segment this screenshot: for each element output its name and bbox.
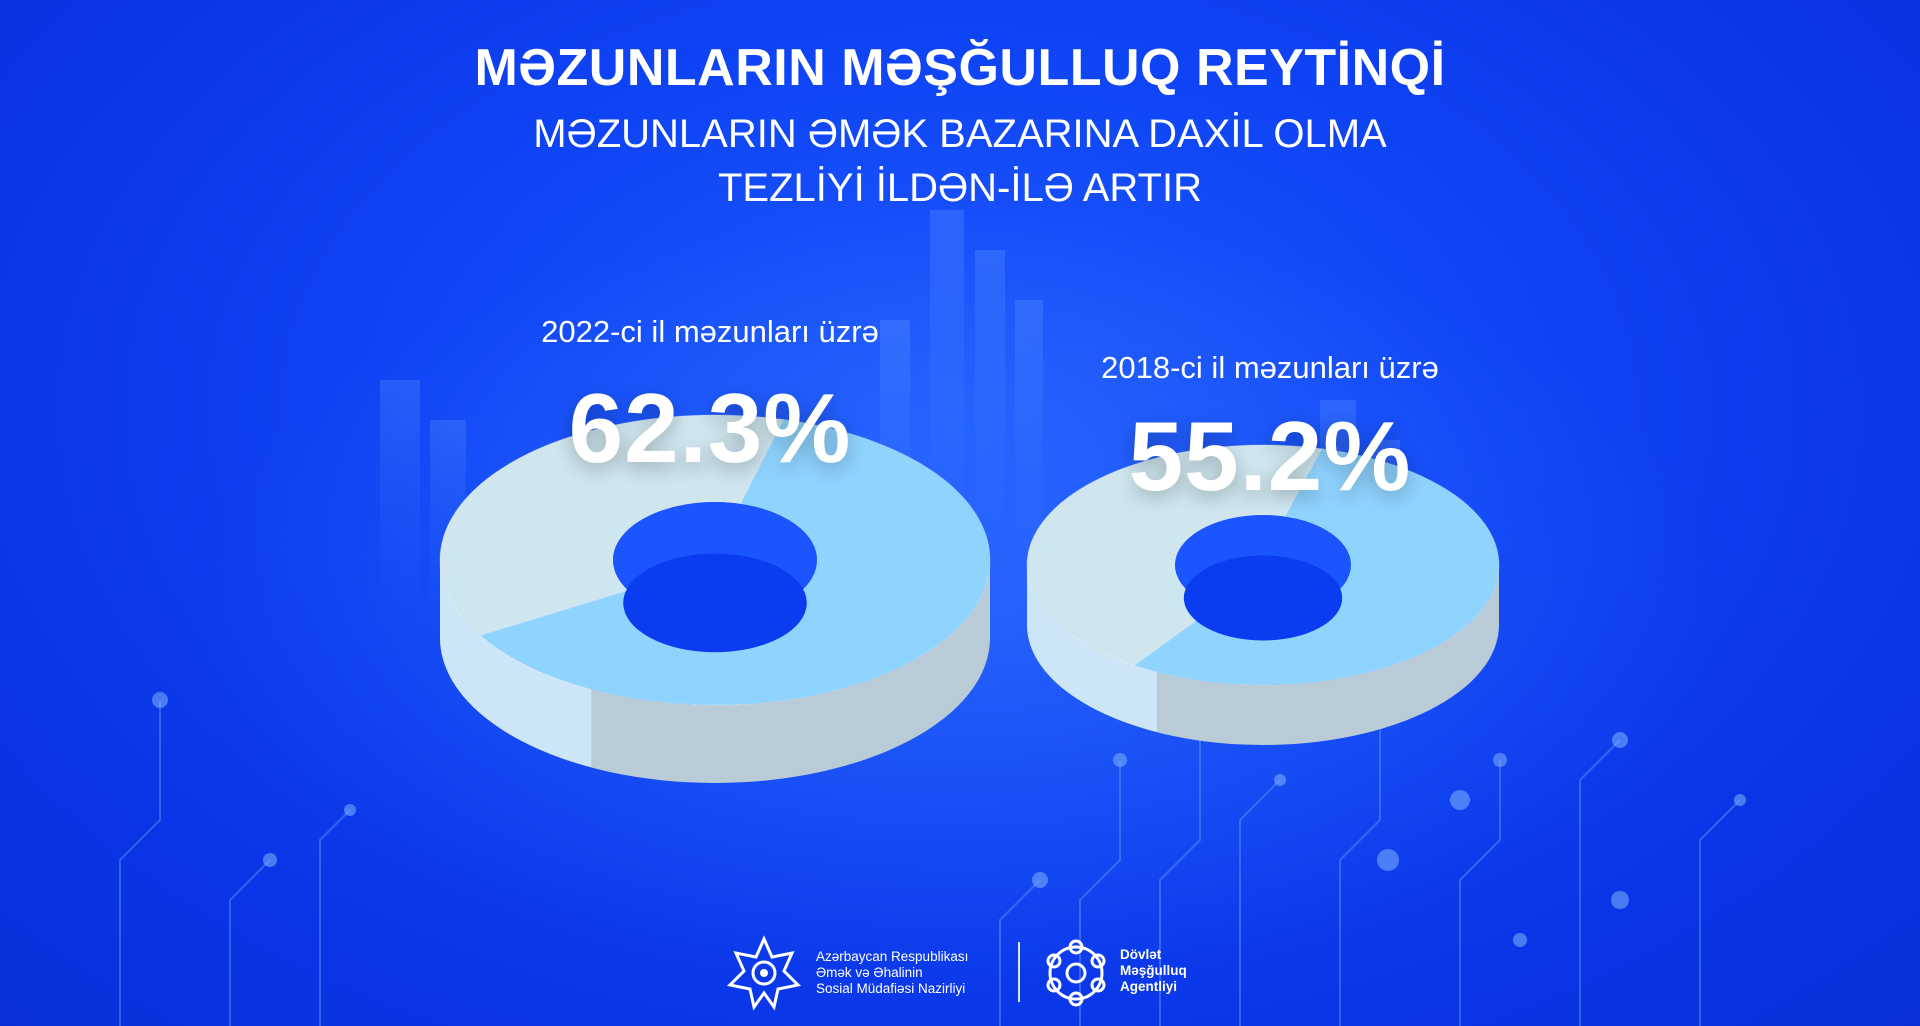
chart-2018-label: 2018-ci il məzunları üzrə: [1101, 350, 1439, 385]
ministry-emblem-icon: [726, 935, 802, 1011]
agency-name-line-1: Dövlət: [1120, 947, 1162, 962]
ministry-name-line-3: Sosial Müdafiəsi Nazirliyi: [816, 981, 966, 996]
donut-side-highlight-2022: [440, 560, 592, 768]
donut-2022-slice-employed: [479, 419, 991, 706]
subtitle-line-1: MƏZUNLARIN ƏMƏK BAZARINA DAXİL OLMA: [533, 112, 1387, 156]
page-title: MƏZUNLARIN MƏŞĞULLUQ REYTİNQİ: [474, 39, 1446, 97]
donut-hole-depth-2022: [623, 553, 807, 653]
chart-2022-value: 62.3%: [568, 373, 852, 483]
subtitle-line-2: TEZLİYİ İLDƏN-İLƏ ARTIR: [717, 166, 1202, 210]
donut-hole-depth-2018: [1183, 555, 1343, 641]
ministry-logo: Azərbaycan Respublikası Əmək və Əhalinin…: [726, 935, 1026, 1011]
agency-name-line-2: Məşğulluq: [1120, 963, 1187, 978]
agency-logo: Dövlət Məşğulluq Agentliyi: [1038, 935, 1198, 1007]
ministry-name-line-2: Əmək və Əhalinin: [816, 965, 923, 980]
chart-2022-label: 2022-ci il məzunları üzrə: [541, 314, 879, 349]
chart-2018-value: 55.2%: [1128, 401, 1412, 511]
agency-name-line-3: Agentliyi: [1120, 979, 1178, 994]
logo-divider: [1018, 942, 1020, 1002]
agency-emblem-icon: [1046, 939, 1106, 1007]
ministry-name-line-1: Azərbaycan Respublikası: [816, 949, 969, 964]
donut-side-highlight-2018: [1027, 565, 1157, 732]
